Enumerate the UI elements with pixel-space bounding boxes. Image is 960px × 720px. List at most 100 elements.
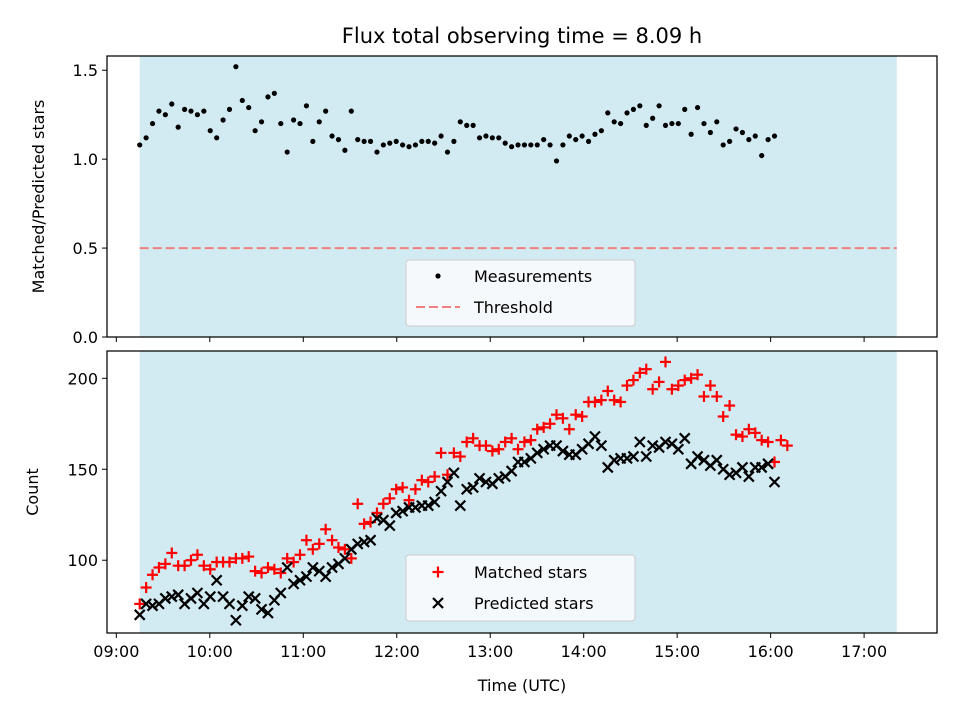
predicted-star-point bbox=[242, 590, 255, 603]
legend-predicted-label: Predicted stars bbox=[474, 594, 594, 613]
predicted-star-point bbox=[640, 450, 653, 463]
measurement-point bbox=[220, 117, 226, 123]
top-ytick-label: 1.0 bbox=[73, 150, 98, 169]
measurement-point bbox=[207, 128, 213, 134]
predicted-star-point bbox=[191, 587, 204, 599]
measurement-point bbox=[611, 119, 617, 125]
xtick-label: 17:00 bbox=[841, 642, 887, 661]
predicted-star-point bbox=[146, 599, 159, 612]
matched-star-point bbox=[557, 412, 569, 424]
matched-star-point bbox=[538, 421, 550, 433]
predicted-star-point bbox=[236, 599, 249, 612]
measurement-point bbox=[496, 135, 502, 141]
predicted-star-point bbox=[480, 476, 492, 488]
measurement-point bbox=[316, 119, 322, 125]
xtick-label: 13:00 bbox=[467, 642, 513, 661]
matched-star-point bbox=[288, 556, 300, 568]
measurement-point bbox=[573, 136, 579, 143]
count-legend-box bbox=[405, 554, 636, 622]
bot-ytick-label: 150 bbox=[67, 460, 98, 479]
legend-measurements-label: Measurements bbox=[474, 267, 592, 286]
matched-star-point bbox=[236, 552, 248, 564]
predicted-star-point bbox=[230, 614, 242, 627]
measurement-point bbox=[149, 120, 156, 127]
matched-star-point bbox=[159, 558, 171, 570]
matched-star-point bbox=[307, 543, 319, 555]
ratio-legend-box bbox=[405, 259, 636, 327]
measurement-point bbox=[566, 133, 572, 139]
predicted-star-point bbox=[711, 454, 723, 466]
predicted-star-point bbox=[595, 439, 608, 452]
predicted-star-point bbox=[172, 589, 184, 601]
matched-star-point bbox=[435, 447, 447, 459]
measurement-point bbox=[342, 147, 348, 153]
measurement-point bbox=[637, 103, 643, 109]
matched-star-point bbox=[352, 498, 364, 510]
measurement-point bbox=[605, 110, 611, 116]
matched-star-point bbox=[191, 549, 203, 561]
matched-star-point bbox=[518, 436, 530, 448]
matched-star-point bbox=[332, 541, 344, 553]
measurement-point bbox=[400, 142, 406, 148]
legend-predicted-symbol bbox=[432, 597, 444, 609]
predicted-star-point bbox=[204, 590, 217, 603]
measurement-point bbox=[194, 112, 201, 118]
predicted-star-point bbox=[608, 454, 620, 466]
measurement-point bbox=[181, 106, 188, 112]
matched-star-point bbox=[467, 432, 479, 444]
matched-star-point bbox=[166, 547, 178, 559]
predicted-star-point bbox=[371, 512, 383, 525]
measurement-point bbox=[406, 144, 412, 150]
matched-star-point bbox=[416, 474, 428, 486]
count-x-ticks: 09:00 10:00 11:00 12:00 13:00 14:00 15:00 16:00… bbox=[93, 633, 887, 661]
matched-star-point bbox=[256, 567, 268, 579]
ratio-y-ticks: 0.0 0.5 1.0 1.5 bbox=[73, 61, 107, 347]
measurement-point bbox=[156, 108, 162, 114]
xtick-label: 11:00 bbox=[280, 642, 326, 661]
matched-star-point bbox=[198, 560, 210, 572]
matched-star-point bbox=[345, 552, 357, 564]
matched-star-point bbox=[204, 563, 216, 575]
matched-star-point bbox=[704, 380, 716, 392]
matched-star-point bbox=[422, 476, 434, 488]
measurement-point bbox=[271, 90, 277, 96]
matched-star-point bbox=[525, 434, 537, 446]
measurement-point bbox=[553, 158, 560, 164]
predicted-star-point bbox=[165, 590, 178, 603]
measurement-point bbox=[380, 142, 386, 148]
measurement-point bbox=[534, 142, 540, 148]
predicted-star-points bbox=[133, 430, 781, 627]
predicted-star-point bbox=[743, 470, 755, 483]
measurement-point bbox=[483, 133, 489, 139]
matched-star-point bbox=[692, 369, 704, 381]
measurement-point bbox=[739, 129, 746, 136]
measurement-point bbox=[457, 119, 463, 125]
predicted-star-point bbox=[627, 450, 640, 463]
matched-star-point bbox=[179, 560, 191, 572]
legend-matched-symbol bbox=[432, 566, 444, 578]
matched-star-point bbox=[358, 518, 370, 530]
matched-star-point bbox=[672, 380, 684, 392]
matched-star-point bbox=[313, 538, 325, 550]
matched-star-point bbox=[544, 418, 556, 430]
matched-star-point bbox=[775, 434, 787, 446]
matched-star-point bbox=[762, 436, 774, 448]
matched-star-point bbox=[454, 451, 466, 463]
matched-star-point bbox=[429, 471, 441, 483]
matched-star-point bbox=[640, 363, 652, 375]
measurement-point bbox=[374, 149, 380, 155]
matched-star-point bbox=[615, 396, 627, 408]
predicted-star-point bbox=[422, 499, 435, 512]
measurement-point bbox=[688, 131, 694, 137]
measurement-point bbox=[509, 144, 515, 150]
measurement-point bbox=[303, 103, 310, 109]
matched-star-point bbox=[595, 394, 607, 406]
bot-ytick-label: 100 bbox=[67, 551, 98, 570]
predicted-star-point bbox=[557, 445, 569, 457]
predicted-star-point bbox=[518, 456, 531, 468]
predicted-star-point bbox=[634, 436, 646, 448]
matched-star-point bbox=[589, 396, 601, 408]
measurement-point bbox=[432, 140, 438, 146]
matched-star-point bbox=[653, 376, 665, 388]
matched-star-point bbox=[461, 436, 473, 448]
